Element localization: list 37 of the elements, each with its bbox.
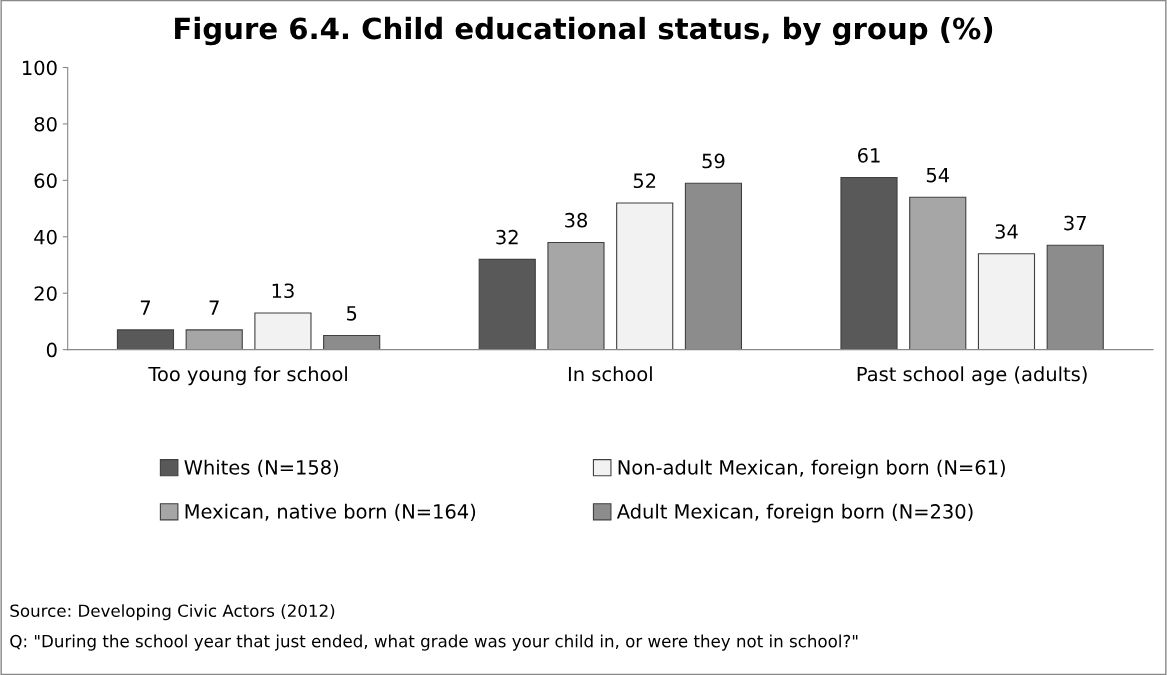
x-tick-label: In school [568,366,652,382]
legend-label: Non-adult Mexican, foreign born (N=61) [618,459,1005,479]
data-label: 32 [496,229,518,245]
data-label: 5 [346,306,357,321]
y-tick-label: 0 [46,342,57,358]
data-label: 37 [1064,215,1086,231]
data-label: 13 [272,283,294,299]
data-label: 34 [995,224,1018,239]
source-note: Source: Developing Civic Actors (2012) [10,604,335,621]
y-tick-label: 80 [34,116,57,132]
data-label: 38 [565,212,588,228]
legend-label: Adult Mexican, foreign born (N=230) [616,503,973,523]
bar [185,329,243,350]
y-tick-label: 40 [34,229,57,245]
x-tick-label: Too young for school [148,366,347,386]
x-tick-label: Past school age (adults) [857,366,1087,386]
data-label: 59 [702,153,725,169]
y-tick-label: 20 [34,286,57,301]
bar [616,202,674,350]
legend-label: Mexican, native born (N=164) [185,503,476,522]
data-label: 54 [926,167,950,183]
text: Q: "During the school year that just ended, what grade was your child in, or were they not in school?" [10,634,858,651]
y-tick-label: 60 [34,173,57,189]
bar [116,329,175,350]
bar [547,241,605,350]
bar [909,196,967,350]
data-label: 7 [140,300,150,315]
chart-title: Figure 6.4. Child educational status, by group (%) [175,16,993,46]
bar [840,176,898,350]
bar [478,258,536,350]
bar [254,312,312,350]
y-tick-label: 100 [22,60,57,76]
data-label: 7 [209,300,219,315]
bar [977,253,1036,350]
data-label: 61 [857,147,880,163]
legend-label: Whites (N=158) [184,459,339,477]
data-label: 52 [633,173,656,189]
